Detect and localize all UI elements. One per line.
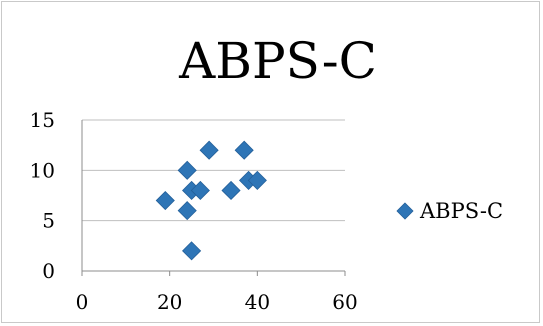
y-tick-label: 5 xyxy=(42,209,55,233)
data-point xyxy=(155,190,175,211)
y-tick-label: 15 xyxy=(30,108,55,132)
y-tick-label: 0 xyxy=(42,259,55,283)
axes xyxy=(81,120,346,276)
legend-marker xyxy=(396,202,414,220)
legend-label: ABPS-C xyxy=(419,199,503,223)
x-tick-label: 40 xyxy=(245,290,270,314)
data-point xyxy=(177,201,197,221)
chart-title: ABPS-C xyxy=(178,32,377,90)
x-tick-label: 20 xyxy=(157,290,182,314)
data-points xyxy=(155,140,267,261)
data-point xyxy=(221,180,241,201)
y-tick-label: 10 xyxy=(30,158,55,182)
data-point xyxy=(190,180,210,201)
data-point xyxy=(247,170,267,190)
legend: ABPS-C xyxy=(396,199,503,223)
data-point xyxy=(177,160,197,180)
data-point xyxy=(199,140,219,160)
tick-labels: 0 5 10 15 0 20 40 60 xyxy=(30,108,358,314)
data-point xyxy=(234,140,254,160)
x-tick-label: 60 xyxy=(332,290,357,314)
x-tick-label: 0 xyxy=(76,290,89,314)
data-point xyxy=(182,241,202,261)
gridlines xyxy=(82,119,345,222)
